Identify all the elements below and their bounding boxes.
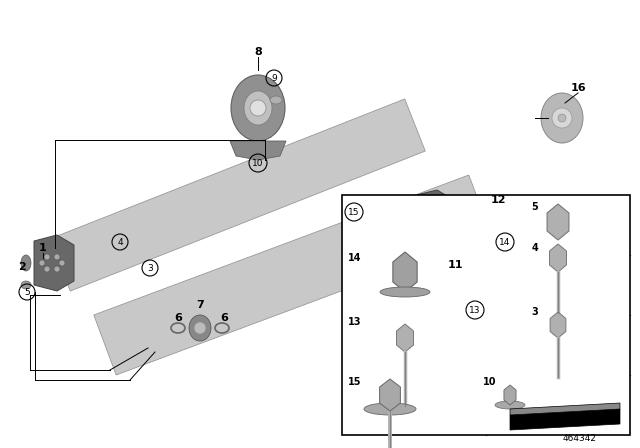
- Circle shape: [194, 322, 206, 334]
- Text: 1: 1: [39, 243, 47, 253]
- Circle shape: [558, 114, 566, 122]
- Ellipse shape: [21, 281, 31, 289]
- Ellipse shape: [189, 315, 211, 341]
- Text: 4: 4: [532, 243, 538, 253]
- Text: 9: 9: [271, 73, 277, 82]
- Circle shape: [443, 229, 452, 238]
- Text: 15: 15: [348, 207, 360, 216]
- Polygon shape: [510, 403, 620, 415]
- Polygon shape: [550, 312, 566, 338]
- Text: 10: 10: [483, 377, 497, 387]
- Polygon shape: [510, 409, 620, 430]
- Circle shape: [44, 254, 50, 260]
- Text: 14: 14: [499, 237, 511, 246]
- Text: 2: 2: [18, 262, 26, 272]
- Polygon shape: [380, 379, 401, 411]
- Ellipse shape: [231, 75, 285, 141]
- Circle shape: [54, 266, 60, 272]
- Text: 464342: 464342: [563, 434, 597, 443]
- Bar: [342, 195, 630, 435]
- Polygon shape: [94, 175, 491, 375]
- Polygon shape: [397, 324, 413, 352]
- Text: 8: 8: [254, 47, 262, 57]
- Text: 5: 5: [532, 202, 538, 212]
- Polygon shape: [230, 141, 286, 160]
- Circle shape: [39, 260, 45, 266]
- Text: 3: 3: [532, 307, 538, 317]
- Ellipse shape: [380, 287, 430, 297]
- Polygon shape: [404, 190, 470, 264]
- Circle shape: [552, 108, 572, 128]
- Ellipse shape: [495, 401, 525, 409]
- Text: 10: 10: [252, 159, 264, 168]
- Circle shape: [412, 218, 421, 227]
- Circle shape: [428, 235, 436, 244]
- Ellipse shape: [270, 96, 282, 104]
- Polygon shape: [393, 252, 417, 292]
- Text: 11: 11: [447, 260, 463, 270]
- Polygon shape: [550, 244, 566, 272]
- Text: 12: 12: [490, 195, 506, 205]
- Circle shape: [428, 212, 436, 221]
- Text: 14: 14: [348, 253, 362, 263]
- Text: 13: 13: [469, 306, 481, 314]
- Ellipse shape: [21, 255, 31, 271]
- Ellipse shape: [244, 91, 272, 125]
- Circle shape: [59, 260, 65, 266]
- Polygon shape: [50, 99, 425, 291]
- Text: 6: 6: [174, 313, 182, 323]
- Text: 3: 3: [147, 263, 153, 272]
- Polygon shape: [34, 235, 74, 291]
- Ellipse shape: [480, 205, 496, 225]
- Text: 15: 15: [348, 377, 362, 387]
- Circle shape: [443, 218, 452, 227]
- Text: 16: 16: [570, 83, 586, 93]
- Circle shape: [429, 225, 435, 231]
- Circle shape: [250, 100, 266, 116]
- Text: 4: 4: [117, 237, 123, 246]
- Text: 5: 5: [24, 288, 30, 297]
- Ellipse shape: [541, 93, 583, 143]
- Circle shape: [44, 266, 50, 272]
- Polygon shape: [504, 385, 516, 405]
- Text: 7: 7: [196, 300, 204, 310]
- Ellipse shape: [364, 403, 416, 415]
- Polygon shape: [547, 204, 569, 240]
- Text: 13: 13: [348, 317, 362, 327]
- Circle shape: [54, 254, 60, 260]
- Circle shape: [412, 229, 421, 238]
- Text: 6: 6: [220, 313, 228, 323]
